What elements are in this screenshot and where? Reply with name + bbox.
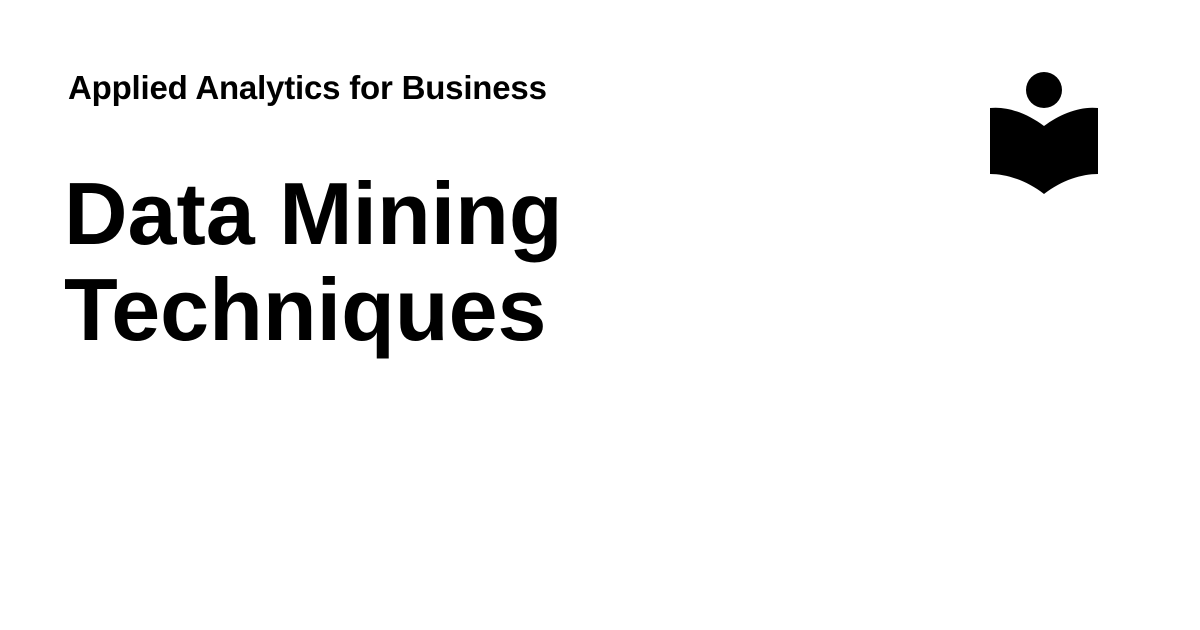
reader-book-icon — [990, 70, 1098, 196]
page-title: Data Mining Techniques — [64, 166, 824, 358]
course-subtitle: Applied Analytics for Business — [68, 69, 547, 106]
reader-book-icon-graphic — [990, 72, 1098, 194]
page-title-line-1: Data Mining — [64, 164, 563, 263]
page-title-line-2: Techniques — [64, 260, 547, 359]
